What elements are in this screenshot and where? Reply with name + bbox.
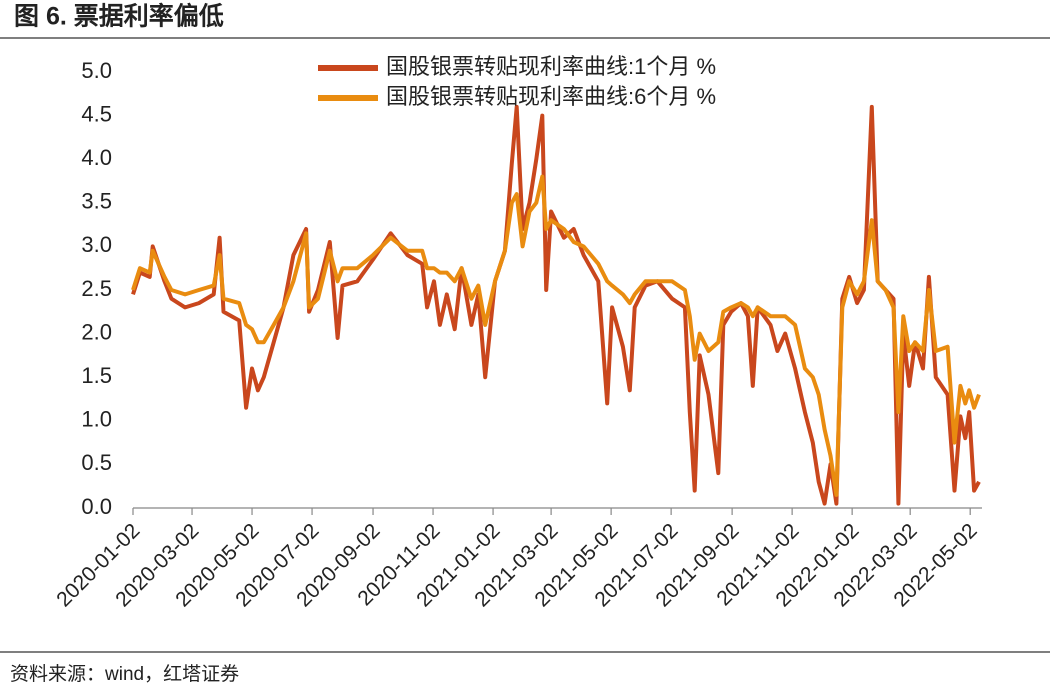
series-line xyxy=(131,104,981,506)
y-tick-label: 3.0 xyxy=(81,232,112,257)
y-tick-label: 0.5 xyxy=(81,450,112,475)
y-tick-label: 2.5 xyxy=(81,276,112,301)
y-tick-label: 1.5 xyxy=(81,363,112,388)
source: 资料来源：wind，红塔证券 xyxy=(10,663,239,685)
y-tick-label: 3.5 xyxy=(81,189,112,214)
legend-label: 国股银票转贴现利率曲线:6个月 % xyxy=(386,84,716,109)
series-line xyxy=(131,174,981,497)
y-tick-label: 0.0 xyxy=(81,494,112,519)
y-tick-label: 4.0 xyxy=(81,145,112,170)
y-tick-label: 1.0 xyxy=(81,407,112,432)
y-tick-label: 4.5 xyxy=(81,101,112,126)
chart-title: 图 6. 票据利率偏低 xyxy=(14,2,224,31)
y-tick-label: 2.0 xyxy=(81,319,112,344)
legend-label: 国股银票转贴现利率曲线:1个月 % xyxy=(386,54,716,79)
y-tick-label: 5.0 xyxy=(81,58,112,83)
